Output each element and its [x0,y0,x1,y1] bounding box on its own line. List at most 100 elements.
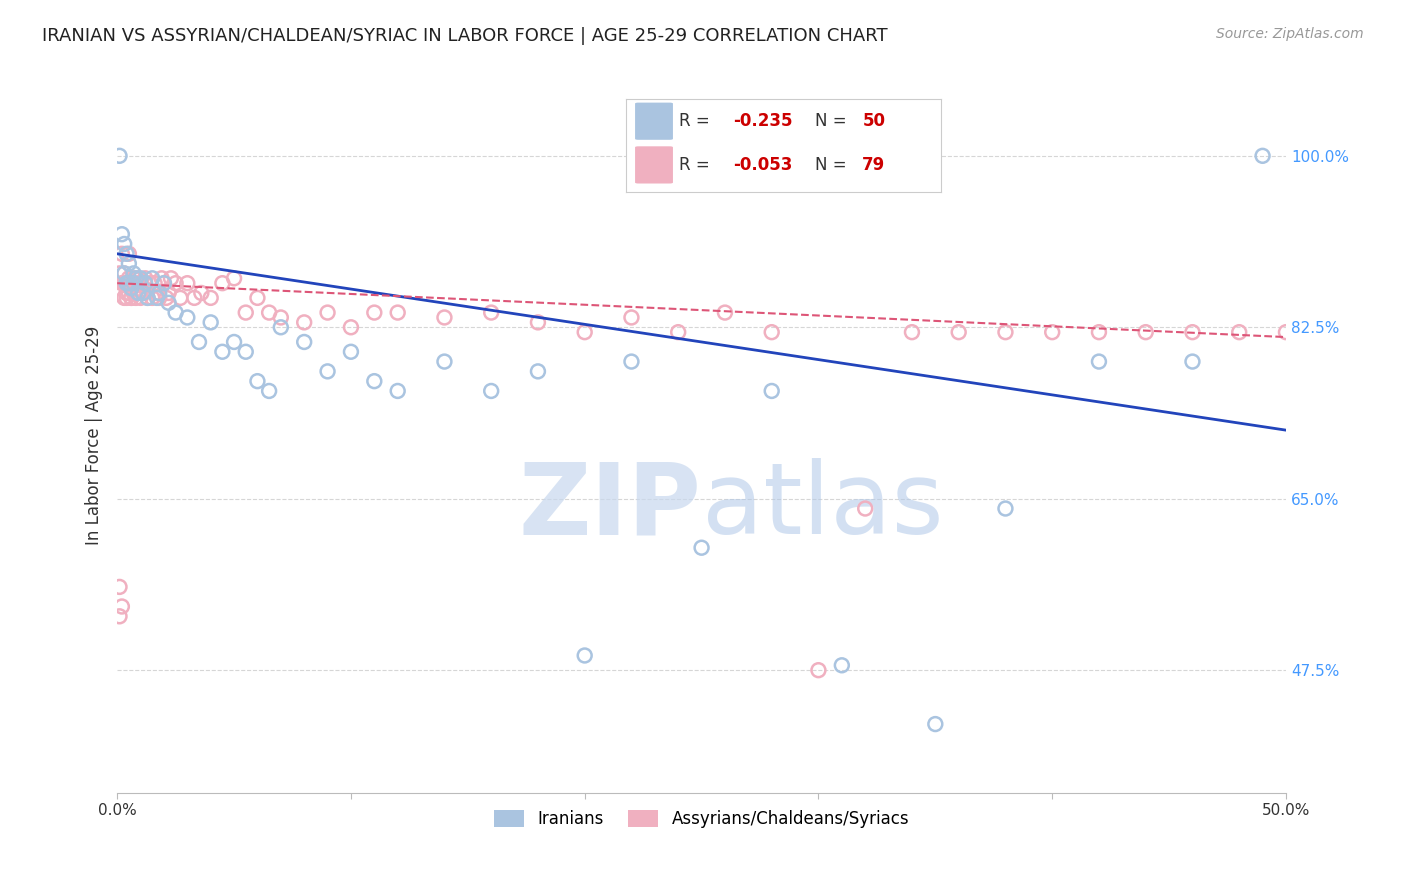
Point [1088,325,1111,339]
Point [433,310,456,325]
Point [118,257,141,271]
Point [118,276,141,290]
Point [134,271,156,285]
Point [115,276,138,290]
Point [574,648,596,663]
Point [157,295,180,310]
Point [112,276,135,290]
Point [1275,325,1298,339]
Point [122,271,145,285]
Point [120,291,142,305]
Legend: Iranians, Assyrians/Chaldeans/Syriacs: Iranians, Assyrians/Chaldeans/Syriacs [486,803,917,834]
Point [136,291,159,305]
Point [129,276,152,290]
Point [108,609,131,624]
Point [714,305,737,319]
Point [146,285,169,300]
Point [136,291,159,305]
Point [127,285,149,300]
Point [387,384,409,398]
Point [1322,325,1344,339]
Point [125,271,148,285]
Point [122,266,145,280]
Text: IRANIAN VS ASSYRIAN/CHALDEAN/SYRIAC IN LABOR FORCE | AGE 25-29 CORRELATION CHART: IRANIAN VS ASSYRIAN/CHALDEAN/SYRIAC IN L… [42,27,887,45]
Point [363,374,385,388]
Point [165,305,187,319]
Text: Source: ZipAtlas.com: Source: ZipAtlas.com [1216,27,1364,41]
Point [122,276,145,290]
Point [200,291,222,305]
Point [270,310,292,325]
Point [157,285,180,300]
Point [115,285,138,300]
Point [169,291,191,305]
Point [132,285,155,300]
Point [200,315,222,329]
Point [143,276,166,290]
Point [479,384,502,398]
Point [235,344,257,359]
Point [111,599,134,614]
Point [1227,325,1250,339]
Point [1181,325,1204,339]
Point [139,276,162,290]
Point [246,374,269,388]
Point [112,266,135,280]
Point [118,247,141,261]
Point [118,271,141,285]
Point [270,320,292,334]
Point [257,305,280,319]
Point [479,305,502,319]
Point [129,271,152,285]
Point [1368,325,1391,339]
Point [807,663,830,677]
Point [120,281,142,295]
Point [666,325,689,339]
Point [111,227,134,242]
Point [222,334,245,349]
Point [211,344,233,359]
Y-axis label: In Labor Force | Age 25-29: In Labor Force | Age 25-29 [86,326,103,545]
Point [127,285,149,300]
Point [901,325,924,339]
Point [433,354,456,368]
Point [183,291,205,305]
Point [948,325,970,339]
Point [292,315,315,329]
Point [153,276,176,290]
Point [125,276,148,290]
Point [122,285,145,300]
Point [527,364,550,378]
Point [188,334,211,349]
Point [1088,354,1111,368]
Point [148,291,170,305]
Point [146,291,169,305]
Point [120,291,142,305]
Point [160,271,183,285]
Point [246,291,269,305]
Point [111,276,134,290]
Point [153,276,176,290]
Point [222,271,245,285]
Point [148,285,170,300]
Point [111,247,134,261]
Point [176,310,198,325]
Point [292,334,315,349]
Point [1040,325,1063,339]
Point [340,320,363,334]
Point [112,266,135,280]
Point [127,271,149,285]
Point [316,364,339,378]
Point [235,305,257,319]
Point [108,266,131,280]
Point [1135,325,1157,339]
Point [108,149,131,163]
Point [112,237,135,252]
Point [1251,149,1274,163]
Point [125,291,148,305]
Point [994,501,1017,516]
Point [129,291,152,305]
Point [115,291,138,305]
Point [141,291,163,305]
Text: ZIP: ZIP [519,458,702,555]
